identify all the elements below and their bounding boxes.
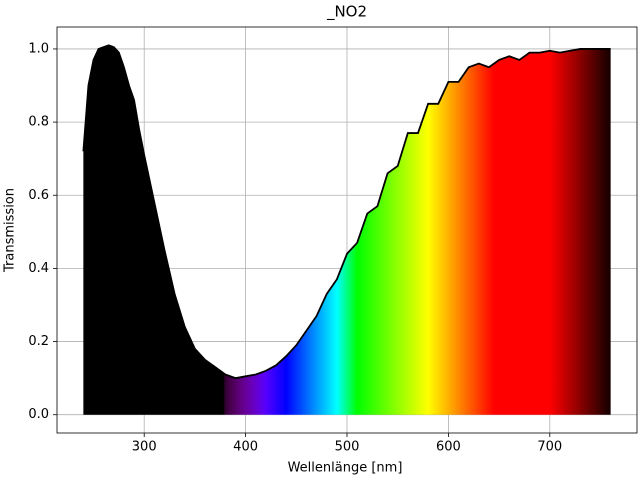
y-axis-label: Transmission <box>3 188 18 273</box>
y-tick-label: 0.8 <box>28 115 49 130</box>
x-axis-label: Wellenlänge [nm] <box>288 461 403 476</box>
x-tick-label: 400 <box>233 440 258 455</box>
chart-title: _NO2 <box>326 3 367 22</box>
x-tick-label: 300 <box>132 440 157 455</box>
y-tick-label: 0.6 <box>28 188 49 203</box>
plot-frame <box>56 26 638 434</box>
y-tick-label: 1.0 <box>28 41 49 56</box>
x-tick-label: 600 <box>436 440 461 455</box>
x-tick-label: 700 <box>537 440 562 455</box>
x-tick-label: 500 <box>335 440 360 455</box>
line <box>82 44 611 380</box>
y-tick-label: 0.4 <box>28 261 49 276</box>
area <box>83 45 611 415</box>
y-tick-label: 0.2 <box>28 334 49 349</box>
y-tick-label: 0.0 <box>28 407 49 422</box>
